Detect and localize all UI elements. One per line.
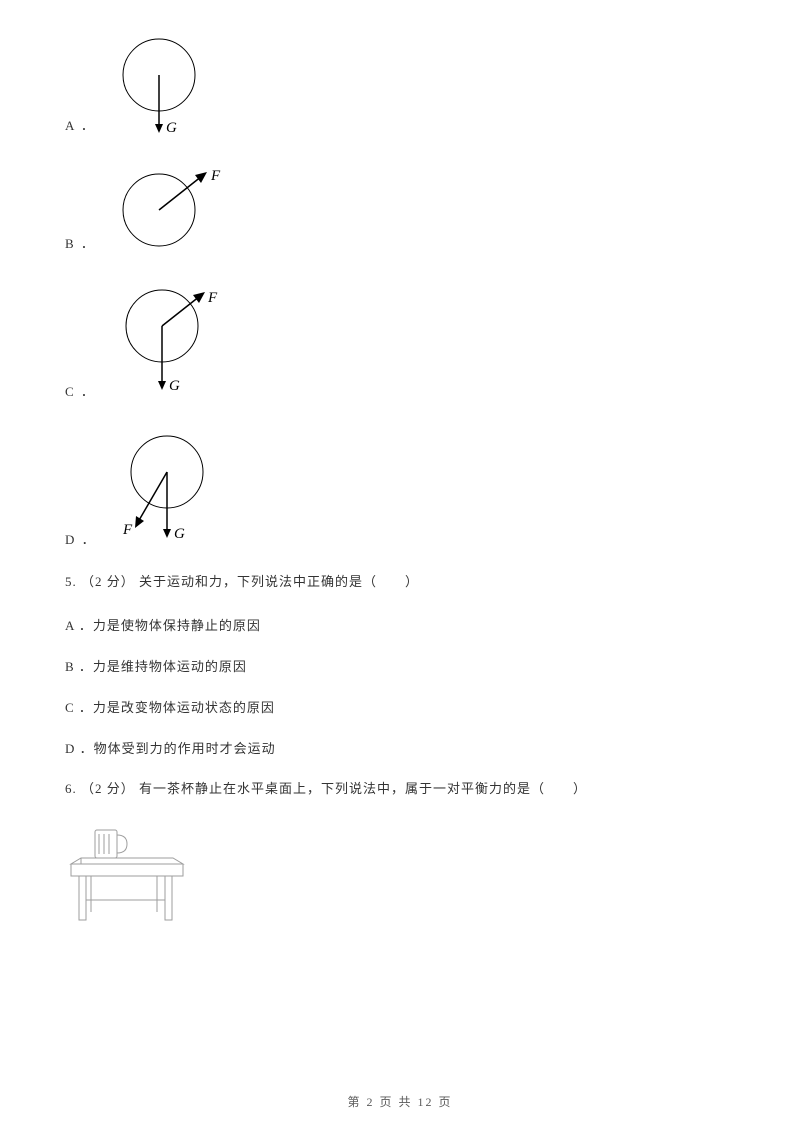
option-a-diagram: G xyxy=(104,30,214,140)
option-c-row: C ． F G xyxy=(65,276,735,406)
q6-figure xyxy=(65,822,735,936)
table-cup-diagram xyxy=(65,822,195,932)
option-d-label: D ． xyxy=(65,529,97,548)
page-footer: 第 2 页 共 12 页 xyxy=(0,1093,800,1110)
q5-option-b: B ．力是维持物体运动的原因 xyxy=(65,656,735,675)
option-b-row: B ． F xyxy=(65,158,735,258)
option-d-row: D ． G F xyxy=(65,424,735,554)
option-a-label: A ． xyxy=(65,115,96,134)
question-5: 5. （2 分） 关于运动和力，下列说法中正确的是（ ） xyxy=(65,572,735,593)
q5-option-a: A ．力是使物体保持静止的原因 xyxy=(65,615,735,634)
svg-text:G: G xyxy=(169,378,180,394)
option-b-diagram: F xyxy=(104,158,234,258)
option-c-label: C ． xyxy=(65,381,96,400)
svg-text:F: F xyxy=(207,290,218,306)
svg-text:F: F xyxy=(122,522,133,538)
q6-points: （2 分） xyxy=(81,781,135,796)
option-d-diagram: G F xyxy=(105,424,235,554)
svg-text:F: F xyxy=(210,168,221,184)
option-a-row: A ． G xyxy=(65,30,735,140)
option-b-label: B ． xyxy=(65,233,96,252)
option-c-diagram: F G xyxy=(104,276,234,406)
q5-stem: 关于运动和力，下列说法中正确的是（ ） xyxy=(139,574,419,589)
question-6: 6. （2 分） 有一茶杯静止在水平桌面上，下列说法中，属于一对平衡力的是（ ） xyxy=(65,779,735,800)
q5-number: 5. xyxy=(65,574,77,589)
q6-number: 6. xyxy=(65,781,77,796)
q6-stem: 有一茶杯静止在水平桌面上，下列说法中，属于一对平衡力的是（ ） xyxy=(139,781,587,796)
svg-text:G: G xyxy=(174,526,185,542)
q5-option-d: D ．物体受到力的作用时才会运动 xyxy=(65,738,735,757)
svg-text:G: G xyxy=(166,120,177,136)
q5-option-c: C ．力是改变物体运动状态的原因 xyxy=(65,697,735,716)
q5-points: （2 分） xyxy=(81,574,135,589)
